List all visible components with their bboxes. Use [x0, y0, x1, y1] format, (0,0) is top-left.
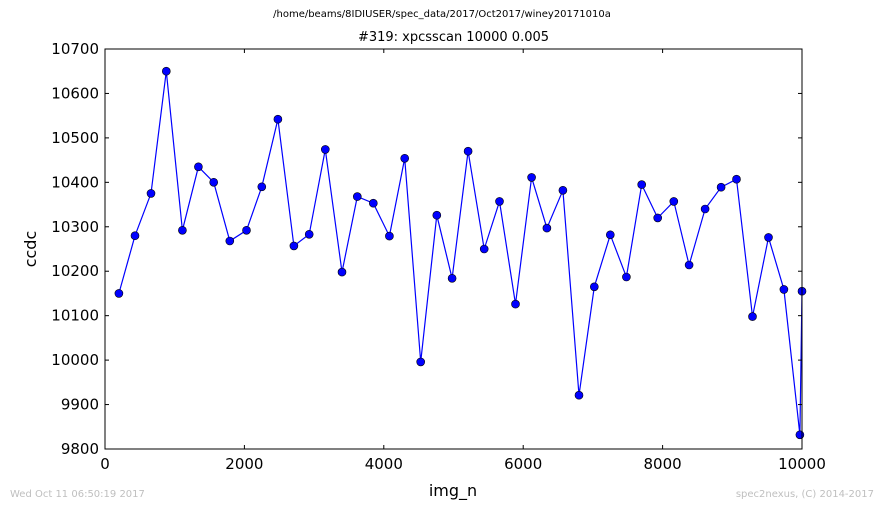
y-tick-label: 9800 [61, 440, 99, 458]
data-point [447, 273, 457, 283]
data-point [622, 272, 631, 282]
y-tick-label: 10000 [51, 351, 99, 369]
data-point [716, 182, 726, 192]
data-point [385, 231, 394, 241]
x-axis-label: img_n [429, 481, 477, 501]
data-point [637, 180, 647, 189]
data-point [669, 197, 679, 206]
file-path-title: /home/beams/8IDIUSER/spec_data/2017/Oct2… [273, 9, 611, 20]
y-tick-label: 10100 [51, 307, 99, 325]
data-point [605, 230, 615, 240]
data-point [178, 226, 187, 235]
x-tick-label: 6000 [504, 455, 542, 473]
data-point [511, 299, 520, 309]
data-point [764, 233, 773, 242]
data-point [242, 226, 251, 235]
data-point [273, 114, 283, 124]
plot-frame [104, 48, 803, 450]
x-tick-label: 2000 [225, 455, 263, 473]
timestamp-footer: Wed Oct 11 06:50:19 2017 [10, 489, 145, 500]
data-point [700, 204, 710, 214]
data-point [527, 173, 536, 182]
data-point [162, 66, 171, 76]
data-point [779, 285, 789, 294]
x-tick-label: 10000 [778, 455, 826, 473]
data-point [289, 241, 299, 251]
series-line [118, 71, 803, 435]
data-point [400, 154, 410, 163]
y-tick-label: 10600 [51, 84, 99, 102]
y-tick-label: 10200 [51, 262, 99, 280]
data-point [574, 390, 584, 400]
y-axis-label: ccdc [21, 231, 40, 268]
y-tick-label: 10700 [51, 40, 99, 58]
data-point [352, 192, 362, 201]
data-point [130, 231, 140, 240]
data-point [416, 357, 426, 367]
data-point [320, 145, 330, 154]
data-point [225, 236, 235, 246]
data-point [146, 189, 156, 198]
data-point [684, 260, 694, 270]
y-tick-label: 10300 [51, 218, 99, 236]
data-point [432, 210, 442, 220]
data-point [479, 244, 489, 254]
data-point [795, 430, 805, 440]
data-point [732, 174, 741, 184]
y-tick-label: 10500 [51, 129, 99, 147]
data-point [337, 267, 347, 277]
x-tick-label: 4000 [365, 455, 403, 473]
data-point [304, 230, 314, 239]
x-tick-label: 0 [100, 455, 110, 473]
x-tick-label: 8000 [644, 455, 682, 473]
y-tick-label: 9900 [61, 396, 99, 414]
chart-title: #319: xpcsscan 10000 0.005 [357, 30, 550, 45]
data-point [114, 289, 124, 298]
data-point [589, 282, 599, 292]
data-point [194, 162, 203, 172]
data-point [257, 182, 267, 192]
data-point [209, 178, 218, 187]
data-point [558, 186, 568, 195]
credit-footer: spec2nexus, (C) 2014-2017 [735, 489, 874, 500]
data-point [748, 312, 757, 321]
data-point [653, 213, 663, 223]
data-point [368, 198, 378, 208]
data-point [463, 146, 473, 156]
y-tick-label: 10400 [51, 173, 99, 191]
data-point [495, 197, 504, 206]
data-point [542, 223, 552, 233]
